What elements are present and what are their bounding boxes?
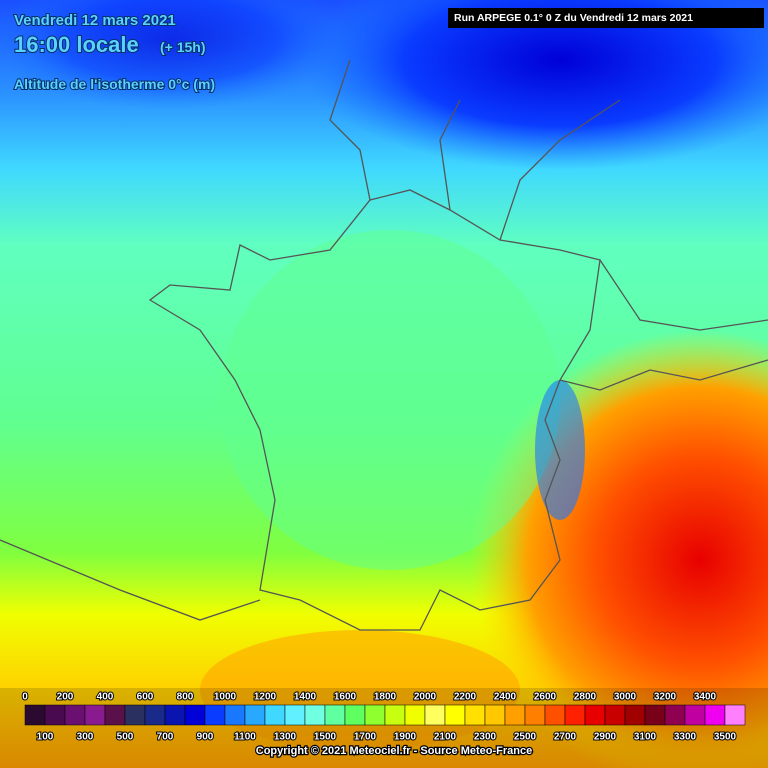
legend-swatch <box>64 704 86 726</box>
legend-label-bottom: 1700 <box>354 732 377 743</box>
run-label: Run ARPEGE 0.1° 0 Z du Vendredi 12 mars … <box>454 12 693 24</box>
legend-label-top: 2200 <box>454 692 477 703</box>
legend-swatch <box>524 704 546 726</box>
legend-label-top: 1000 <box>214 692 237 703</box>
legend-label-bottom: 1500 <box>314 732 337 743</box>
legend-swatch <box>44 704 66 726</box>
time: 16:00 locale <box>14 32 139 57</box>
legend: 0 200 400 600 800 1000 1200 1400 1600 1800 2000 220… <box>21 691 746 744</box>
legend-label-top: 200 <box>57 692 74 703</box>
legend-label-bottom: 3300 <box>674 732 697 743</box>
legend-swatch <box>144 704 166 726</box>
cold-area <box>0 0 350 110</box>
offset: (+ 15h) <box>160 39 206 55</box>
legend-swatch <box>404 704 426 726</box>
legend-label-top: 1800 <box>374 692 397 703</box>
copyright: Copyright © 2021 Meteociel.fr - Source M… <box>256 745 532 757</box>
legend-label-top: 2800 <box>574 692 597 703</box>
legend-swatch <box>484 704 506 726</box>
cold-area <box>300 0 768 170</box>
legend-swatch <box>24 704 46 726</box>
legend-swatch <box>444 704 466 726</box>
legend-label-top: 2400 <box>494 692 517 703</box>
legend-label-bottom: 700 <box>157 732 174 743</box>
neighbor-borders <box>0 59 768 621</box>
legend-label-top: 800 <box>177 692 194 703</box>
legend-swatch <box>604 704 626 726</box>
legend-label-top: 400 <box>97 692 114 703</box>
legend-swatch <box>244 704 266 726</box>
legend-label-top: 0 <box>22 692 28 703</box>
legend-label-bottom: 900 <box>197 732 214 743</box>
legend-swatch <box>284 704 306 726</box>
legend-label-bottom: 3100 <box>634 732 657 743</box>
legend-swatch <box>664 704 686 726</box>
legend-swatch <box>224 704 246 726</box>
legend-swatch <box>584 704 606 726</box>
legend-swatch <box>724 704 746 726</box>
legend-swatch <box>624 704 646 726</box>
legend-label-top: 1200 <box>254 692 277 703</box>
legend-swatch <box>504 704 526 726</box>
legend-label-bottom: 2100 <box>434 732 457 743</box>
legend-label-top: 2000 <box>414 692 437 703</box>
legend-label-top: 3000 <box>614 692 637 703</box>
legend-label-bottom: 2900 <box>594 732 617 743</box>
legend-label-top: 1600 <box>334 692 357 703</box>
legend-swatch <box>84 704 106 726</box>
legend-label-bottom: 100 <box>37 732 54 743</box>
legend-label-top: 3400 <box>694 692 717 703</box>
legend-label-bottom: 1900 <box>394 732 417 743</box>
legend-label-bottom: 3500 <box>714 732 737 743</box>
legend-swatch <box>264 704 286 726</box>
legend-swatch <box>424 704 446 726</box>
france-area <box>220 230 560 570</box>
legend-label-top: 1400 <box>294 692 317 703</box>
parameter: Altitude de l'isotherme 0°c (m) <box>14 76 215 92</box>
legend-swatch <box>644 704 666 726</box>
legend-swatch <box>384 704 406 726</box>
legend-swatch <box>204 704 226 726</box>
legend-label-bottom: 1300 <box>274 732 297 743</box>
legend-swatch <box>164 704 186 726</box>
run-box <box>448 8 764 28</box>
legend-swatch <box>544 704 566 726</box>
alps-area <box>535 380 585 520</box>
legend-label-top: 2600 <box>534 692 557 703</box>
legend-label-bottom: 2700 <box>554 732 577 743</box>
date: Vendredi 12 mars 2021 <box>14 12 176 29</box>
legend-label-top: 600 <box>137 692 154 703</box>
borders <box>0 59 768 631</box>
legend-label-bottom: 300 <box>77 732 94 743</box>
legend-swatch <box>564 704 586 726</box>
legend-label-top: 3200 <box>654 692 677 703</box>
legend-label-bottom: 1100 <box>234 732 256 743</box>
legend-swatch <box>304 704 326 726</box>
legend-label-bottom: 2500 <box>514 732 537 743</box>
legend-swatch <box>344 704 366 726</box>
legend-band <box>0 688 768 768</box>
legend-swatch <box>324 704 346 726</box>
legend-swatch <box>684 704 706 726</box>
legend-swatch <box>124 704 146 726</box>
legend-swatch <box>464 704 486 726</box>
legend-label-bottom: 500 <box>117 732 134 743</box>
legend-label-bottom: 2300 <box>474 732 497 743</box>
legend-swatch <box>184 704 206 726</box>
legend-swatch <box>364 704 386 726</box>
france-outline <box>148 189 601 631</box>
legend-swatch <box>104 704 126 726</box>
legend-swatch <box>704 704 726 726</box>
